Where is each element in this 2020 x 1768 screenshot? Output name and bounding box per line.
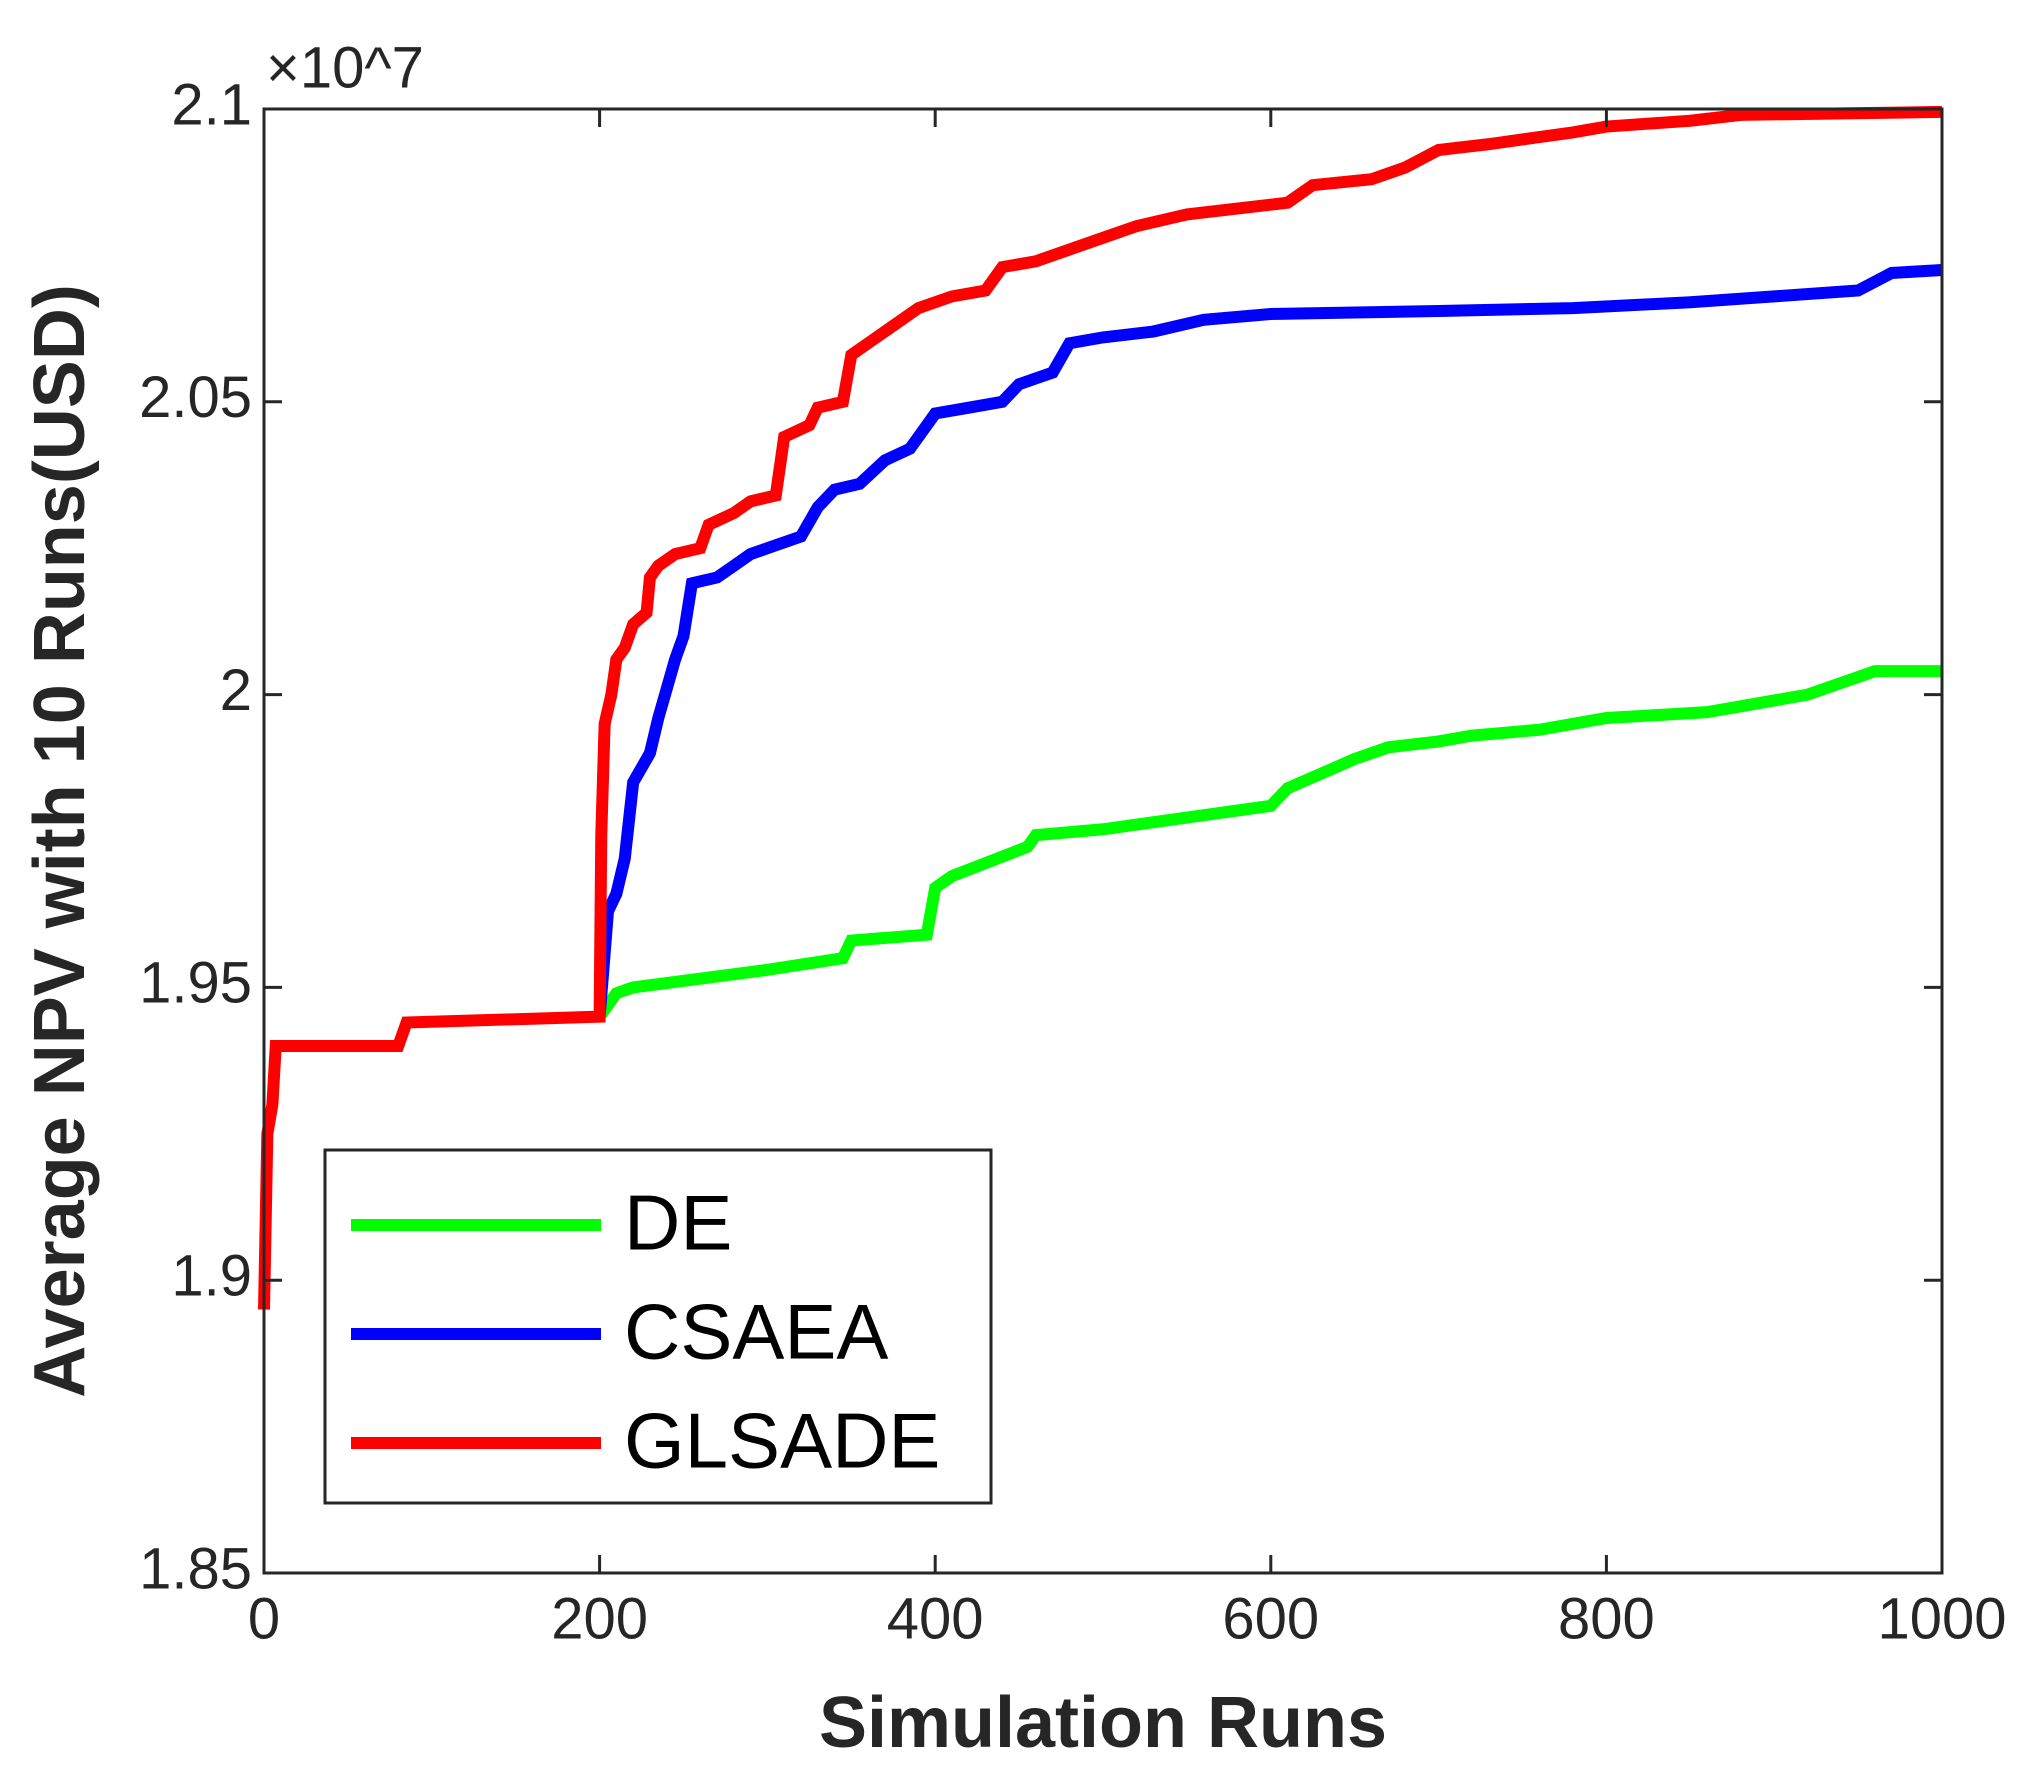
legend-label: CSAEA [624, 1288, 888, 1376]
y-tick-label: 1.85 [139, 1536, 252, 1601]
y-tick-label: 1.95 [139, 951, 252, 1016]
x-tick-label: 600 [1222, 1586, 1319, 1651]
data-line [593, 264, 1943, 1018]
plot-frame [262, 107, 1944, 1575]
x-tick-label: 800 [1558, 1586, 1655, 1651]
x-tick-label: 1000 [1877, 1586, 2006, 1651]
y-axis-title: Average NPV with 10 Runs(USD) [20, 284, 100, 1398]
data-line [258, 105, 1943, 1310]
legend-label: GLSADE [624, 1397, 940, 1485]
x-tick-label: 0 [248, 1586, 280, 1651]
y-tick-label: 2 [220, 658, 252, 723]
legend-label: DE [624, 1179, 732, 1267]
y-tick-label: 2.05 [139, 365, 252, 430]
y-tick-label: 2.1 [171, 72, 252, 137]
x-axis-title: Simulation Runs [819, 1683, 1387, 1763]
data-line [594, 665, 1942, 1021]
exponent-label: ×10^7 [266, 35, 424, 100]
y-tick-label: 1.9 [171, 1244, 252, 1309]
x-tick-label: 400 [887, 1586, 984, 1651]
x-tick-label: 200 [551, 1586, 648, 1651]
